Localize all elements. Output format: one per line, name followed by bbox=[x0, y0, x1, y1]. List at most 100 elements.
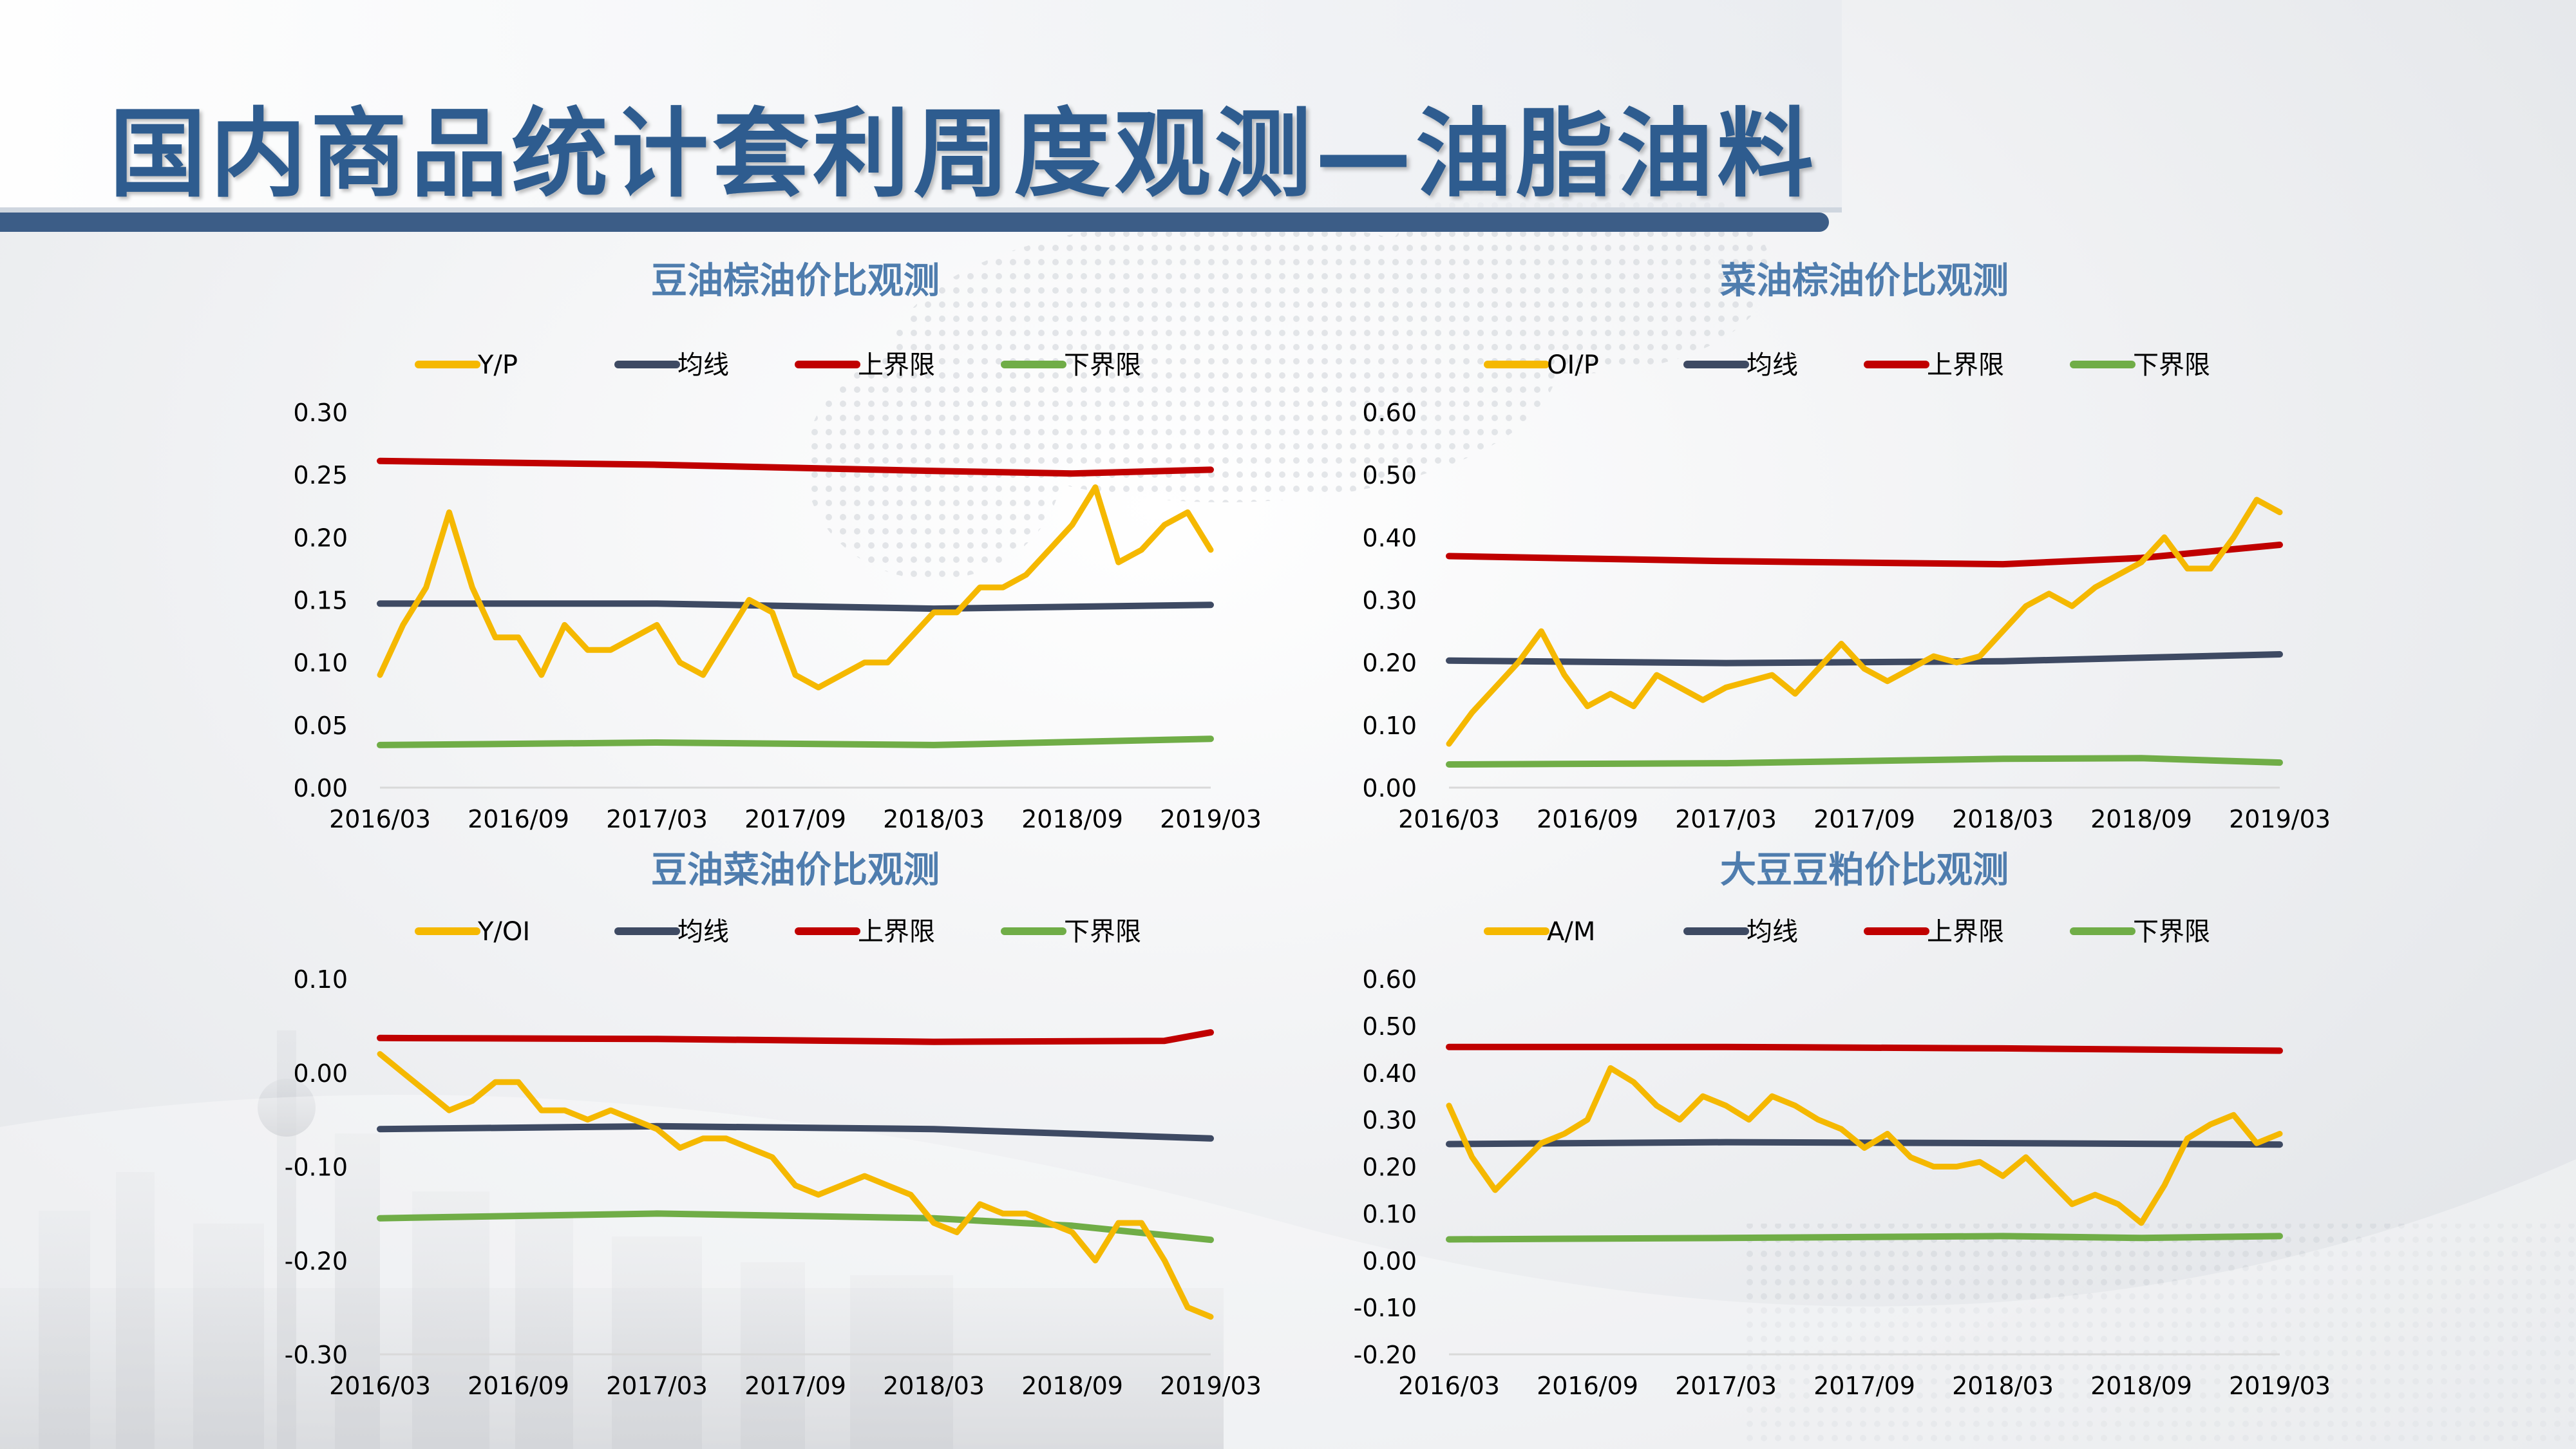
legend-label: 均线 bbox=[677, 917, 729, 947]
chart-title: 豆油棕油价比观测 bbox=[651, 260, 940, 302]
x-tick-label: 2016/03 bbox=[329, 805, 431, 833]
legend-label: 上界限 bbox=[858, 917, 935, 947]
legend-label: Y/OI bbox=[477, 917, 530, 947]
legend-item: 下界限 bbox=[1001, 350, 1141, 380]
legend-label: 上界限 bbox=[858, 350, 935, 380]
title-band bbox=[0, 0, 1842, 213]
series-line-band bbox=[377, 1122, 1214, 1142]
city-silhouette bbox=[0, 1030, 1224, 1449]
chart-title: 豆油菜油价比观测 bbox=[651, 849, 940, 891]
legend-item: OI/P bbox=[1484, 350, 1599, 380]
series-line-band bbox=[377, 1029, 1214, 1045]
legend-item: 上界限 bbox=[1864, 917, 2004, 947]
x-tick-label: 2017/03 bbox=[1675, 1372, 1777, 1400]
x-tick-label: 2016/03 bbox=[1398, 1372, 1500, 1400]
x-tick-label: 2017/09 bbox=[1814, 1372, 1915, 1400]
series-line-band bbox=[377, 600, 1214, 612]
chart-panel-soybean-meal: 大豆豆粕价比观测 A/M 均线 上界限 下界限 -0.20 -0.10 0.00 0.10 0.2… bbox=[1327, 844, 2344, 1423]
legend-label: 上界限 bbox=[1927, 350, 2004, 380]
y-tick-label: 0.30 bbox=[1362, 587, 1417, 615]
legend-label: A/M bbox=[1547, 917, 1595, 947]
legend-label: OI/P bbox=[1547, 350, 1599, 380]
legend-label: 下界限 bbox=[1064, 917, 1141, 947]
title-rule-highlight bbox=[0, 207, 1842, 213]
y-tick-label: 0.40 bbox=[1362, 1059, 1417, 1088]
x-tick-label: 2018/03 bbox=[1952, 1372, 2054, 1400]
y-tick-label: 0.00 bbox=[1362, 1247, 1417, 1275]
y-tick-label: -0.10 bbox=[285, 1153, 348, 1182]
x-tick-label: 2018/09 bbox=[1021, 1372, 1123, 1400]
y-tick-label: 0.60 bbox=[1362, 399, 1417, 427]
chart-title: 大豆豆粕价比观测 bbox=[1720, 849, 2009, 891]
chart-panel-soybean-rapeseed: 豆油菜油价比观测 Y/OI 均线 上界限 下界限 -0.30 -0.20 -0.10 0.00 0… bbox=[258, 844, 1275, 1423]
y-tick-label: 0.15 bbox=[293, 587, 348, 615]
x-tick-label: 2019/03 bbox=[1160, 1372, 1262, 1400]
legend-item: 上界限 bbox=[1864, 350, 2004, 380]
y-tick-label: 0.10 bbox=[293, 649, 348, 677]
x-tick-label: 2017/09 bbox=[1814, 805, 1915, 833]
x-tick-label: 2017/09 bbox=[744, 805, 846, 833]
y-tick-label: 0.00 bbox=[293, 1059, 348, 1088]
bottom-dots bbox=[1739, 1224, 2576, 1449]
y-tick-label: 0.30 bbox=[1362, 1106, 1417, 1135]
y-tick-label: 0.00 bbox=[293, 774, 348, 802]
legend-label: 均线 bbox=[1747, 917, 1798, 947]
legend-label: Y/P bbox=[477, 350, 518, 380]
x-tick-label: 2017/03 bbox=[606, 1372, 708, 1400]
legend-label: 下界限 bbox=[2133, 917, 2210, 947]
series-line-band bbox=[377, 457, 1214, 477]
series-line-ratio bbox=[377, 484, 1214, 690]
x-tick-label: 2018/09 bbox=[2090, 1372, 2192, 1400]
x-tick-label: 2016/09 bbox=[468, 805, 569, 833]
series-line-band bbox=[1446, 1043, 2283, 1054]
series-line-ratio bbox=[1446, 1065, 2283, 1226]
legend-item: 均线 bbox=[1683, 917, 1798, 947]
y-tick-label: -0.20 bbox=[1354, 1341, 1417, 1369]
chart-soybean-meal-ratio: 大豆豆粕价比观测 A/M 均线 上界限 下界限 -0.20 -0.10 0.00 0.10 0.2… bbox=[1354, 849, 2331, 1400]
legend-item: 均线 bbox=[614, 917, 729, 947]
legend-item: 下界限 bbox=[1001, 917, 1141, 947]
x-tick-label: 2018/09 bbox=[2090, 805, 2192, 833]
x-tick-label: 2017/09 bbox=[744, 1372, 846, 1400]
y-tick-label: 0.00 bbox=[1362, 774, 1417, 802]
series-line-ratio bbox=[1446, 497, 2283, 747]
y-tick-label: -0.30 bbox=[285, 1341, 348, 1369]
x-tick-label: 2017/03 bbox=[606, 805, 708, 833]
legend-item: 下界限 bbox=[2070, 917, 2210, 947]
y-tick-label: 0.20 bbox=[293, 524, 348, 552]
y-tick-label: -0.10 bbox=[1354, 1294, 1417, 1322]
y-tick-label: 0.60 bbox=[1362, 965, 1417, 994]
legend-label: 下界限 bbox=[2133, 350, 2210, 380]
y-tick-label: 0.10 bbox=[1362, 712, 1417, 740]
x-tick-label: 2018/03 bbox=[883, 805, 985, 833]
legend-item: 均线 bbox=[1683, 350, 1798, 380]
chart-rapeseed-palm-ratio: 菜油棕油价比观测 OI/P 均线 上界限 下界限 0.00 0.10 0.20 0.30 0.40… bbox=[1362, 260, 2331, 833]
series-line-band bbox=[377, 1210, 1214, 1244]
page-title: 国内商品统计套利周度观测—油脂油料 bbox=[109, 99, 1818, 211]
x-tick-label: 2016/03 bbox=[1398, 805, 1500, 833]
legend-label: 上界限 bbox=[1927, 917, 2004, 947]
y-tick-label: 0.25 bbox=[293, 461, 348, 489]
y-tick-label: 0.20 bbox=[1362, 649, 1417, 677]
x-tick-label: 2019/03 bbox=[1160, 805, 1262, 833]
legend-label: 下界限 bbox=[1064, 350, 1141, 380]
series-line-band bbox=[1446, 1139, 2283, 1148]
y-tick-label: -0.20 bbox=[285, 1247, 348, 1275]
series-line-band bbox=[1446, 1233, 2283, 1243]
legend-item: Y/P bbox=[415, 350, 518, 380]
series-line-ratio bbox=[377, 1051, 1214, 1320]
series-line-band bbox=[1446, 542, 2283, 568]
x-tick-label: 2019/03 bbox=[2229, 1372, 2331, 1400]
legend-item: 上界限 bbox=[795, 350, 935, 380]
chart-title: 菜油棕油价比观测 bbox=[1720, 260, 2009, 302]
y-tick-label: 0.30 bbox=[293, 399, 348, 427]
y-tick-label: 0.50 bbox=[1362, 461, 1417, 489]
x-tick-label: 2019/03 bbox=[2229, 805, 2331, 833]
legend-item: A/M bbox=[1484, 917, 1595, 947]
x-tick-label: 2018/03 bbox=[883, 1372, 985, 1400]
x-tick-label: 2016/03 bbox=[329, 1372, 431, 1400]
x-tick-label: 2018/03 bbox=[1952, 805, 2054, 833]
x-tick-label: 2016/09 bbox=[1537, 1372, 1638, 1400]
legend-item: 均线 bbox=[614, 350, 729, 380]
